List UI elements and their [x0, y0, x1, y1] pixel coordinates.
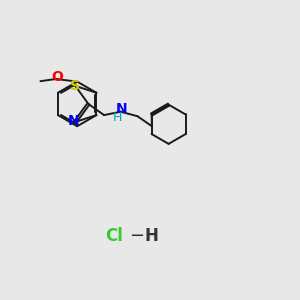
Text: Cl: Cl [105, 227, 123, 245]
Text: N: N [68, 114, 80, 128]
Text: H: H [113, 111, 122, 124]
Text: −: − [129, 227, 144, 245]
Text: S: S [70, 79, 80, 93]
Text: O: O [52, 70, 63, 85]
Text: H: H [145, 227, 158, 245]
Text: N: N [116, 102, 127, 116]
